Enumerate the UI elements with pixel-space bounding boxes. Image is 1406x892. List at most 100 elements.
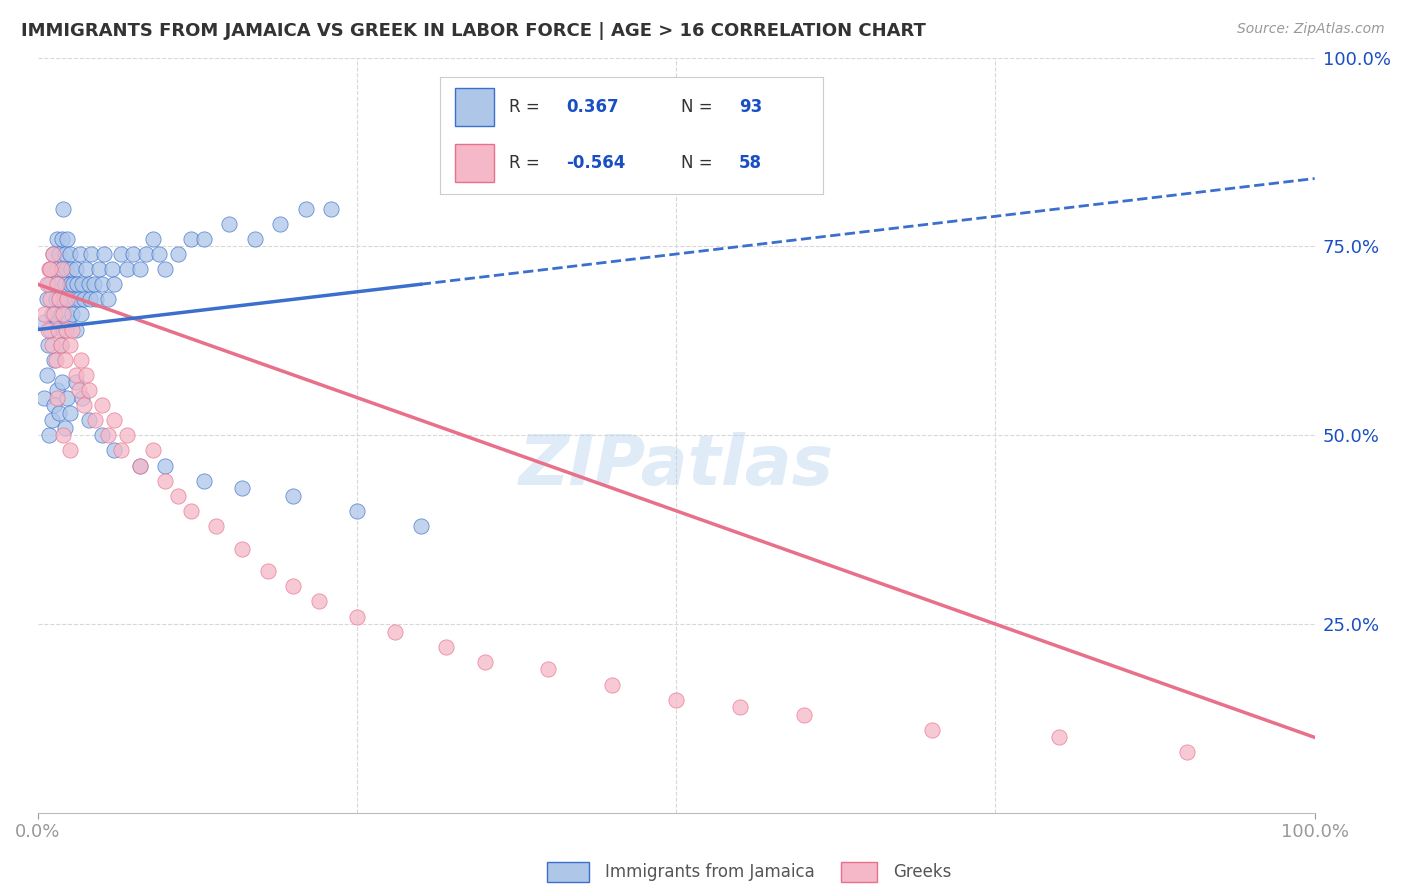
Point bbox=[921, 723, 943, 737]
Point bbox=[728, 700, 751, 714]
Point bbox=[69, 247, 91, 261]
Text: Greeks: Greeks bbox=[893, 863, 952, 881]
Point bbox=[90, 398, 112, 412]
Point bbox=[60, 308, 83, 322]
Point bbox=[35, 293, 58, 307]
Point bbox=[308, 594, 330, 608]
Point bbox=[167, 489, 190, 503]
Text: Immigrants from Jamaica: Immigrants from Jamaica bbox=[605, 863, 814, 881]
Point bbox=[45, 293, 67, 307]
Point bbox=[1047, 731, 1070, 745]
Point bbox=[1175, 746, 1198, 760]
Point bbox=[77, 413, 100, 427]
Point bbox=[48, 247, 70, 261]
Point bbox=[59, 247, 82, 261]
Text: Source: ZipAtlas.com: Source: ZipAtlas.com bbox=[1237, 22, 1385, 37]
Point bbox=[52, 202, 75, 216]
Point bbox=[52, 428, 75, 442]
Point bbox=[97, 293, 120, 307]
Point bbox=[128, 458, 150, 473]
Point bbox=[231, 541, 253, 556]
Point bbox=[434, 640, 457, 654]
Point bbox=[55, 262, 77, 277]
Point bbox=[49, 337, 72, 351]
Point bbox=[39, 293, 62, 307]
Point bbox=[665, 692, 688, 706]
Text: IMMIGRANTS FROM JAMAICA VS GREEK IN LABOR FORCE | AGE > 16 CORRELATION CHART: IMMIGRANTS FROM JAMAICA VS GREEK IN LABO… bbox=[21, 22, 927, 40]
Point bbox=[41, 337, 63, 351]
Point bbox=[97, 428, 120, 442]
Point bbox=[60, 322, 83, 336]
Point bbox=[67, 293, 90, 307]
Point bbox=[38, 262, 60, 277]
Point bbox=[53, 421, 76, 435]
Point bbox=[37, 322, 59, 336]
Point bbox=[142, 232, 165, 246]
Point bbox=[53, 277, 76, 292]
Point bbox=[52, 322, 75, 336]
Point bbox=[193, 232, 215, 246]
Point bbox=[269, 217, 291, 231]
Point bbox=[93, 247, 115, 261]
Point bbox=[77, 383, 100, 397]
Point bbox=[44, 308, 66, 322]
Point bbox=[602, 677, 624, 691]
Point bbox=[103, 413, 125, 427]
Point bbox=[218, 217, 240, 231]
Point bbox=[52, 308, 75, 322]
Point bbox=[51, 262, 73, 277]
Point bbox=[66, 277, 89, 292]
Point bbox=[44, 352, 66, 367]
Point bbox=[46, 277, 69, 292]
Point bbox=[474, 655, 496, 669]
Point bbox=[39, 262, 62, 277]
Point bbox=[35, 368, 58, 382]
Point bbox=[52, 293, 75, 307]
Point bbox=[135, 247, 157, 261]
Point bbox=[128, 262, 150, 277]
Point bbox=[73, 293, 96, 307]
Point bbox=[180, 504, 202, 518]
Point bbox=[243, 232, 266, 246]
Point bbox=[73, 398, 96, 412]
Point bbox=[122, 247, 145, 261]
Point bbox=[63, 293, 86, 307]
Point bbox=[56, 232, 79, 246]
Point bbox=[281, 489, 304, 503]
Point bbox=[32, 391, 55, 405]
Point bbox=[67, 383, 90, 397]
Point bbox=[53, 247, 76, 261]
Point bbox=[256, 564, 278, 578]
Point bbox=[409, 519, 432, 533]
Point bbox=[45, 383, 67, 397]
Point bbox=[38, 428, 60, 442]
Point bbox=[39, 262, 62, 277]
Point bbox=[51, 376, 73, 390]
Point bbox=[86, 293, 108, 307]
Point bbox=[155, 474, 177, 488]
Point bbox=[48, 406, 70, 420]
Point bbox=[793, 707, 815, 722]
Point bbox=[115, 262, 138, 277]
Point bbox=[46, 315, 69, 329]
Point bbox=[537, 662, 560, 676]
Point bbox=[384, 624, 406, 639]
Point bbox=[51, 262, 73, 277]
Point bbox=[80, 247, 103, 261]
Point bbox=[281, 579, 304, 593]
Point bbox=[59, 262, 82, 277]
Point bbox=[148, 247, 170, 261]
Point bbox=[44, 398, 66, 412]
Point bbox=[167, 247, 190, 261]
Point bbox=[128, 458, 150, 473]
Point bbox=[59, 337, 82, 351]
Point bbox=[90, 428, 112, 442]
Point bbox=[65, 262, 87, 277]
Point bbox=[72, 277, 94, 292]
Point bbox=[79, 293, 101, 307]
Point bbox=[155, 262, 177, 277]
Point bbox=[59, 406, 82, 420]
Point bbox=[45, 352, 67, 367]
Point bbox=[39, 322, 62, 336]
Point bbox=[45, 262, 67, 277]
